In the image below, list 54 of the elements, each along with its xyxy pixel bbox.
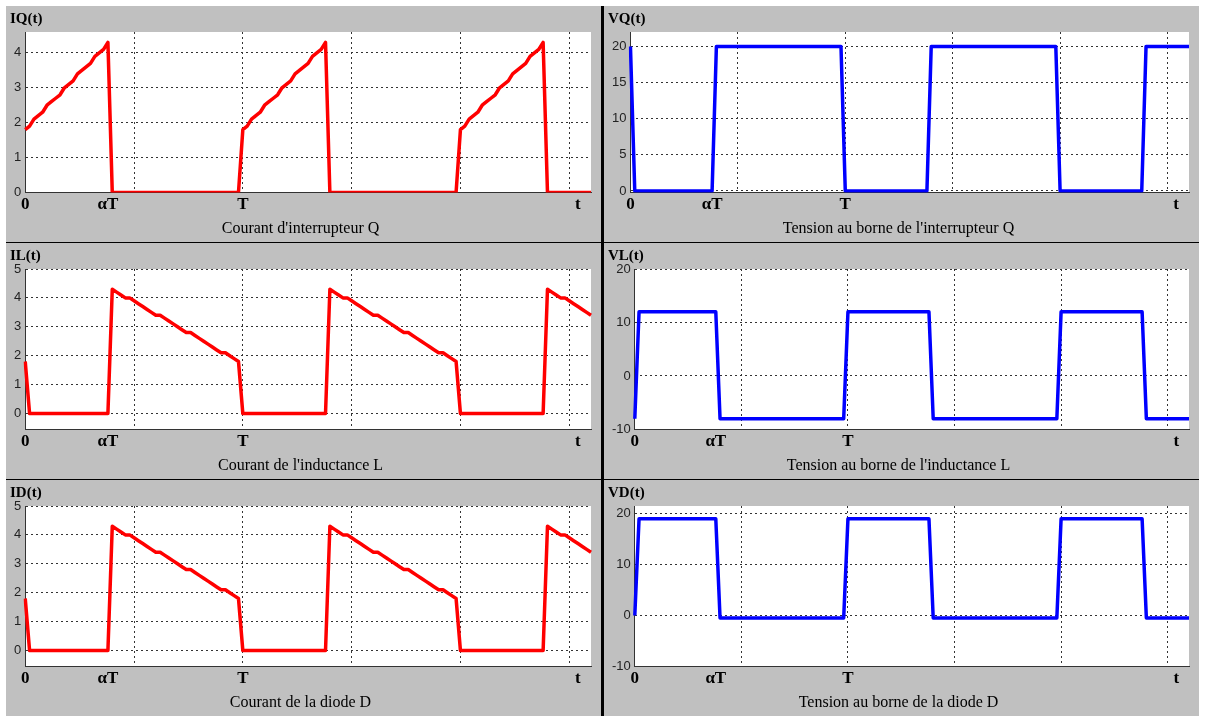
text: Tension au borne de l'inductance L xyxy=(786,455,1011,473)
x-tick-label: αT xyxy=(701,193,724,213)
y-axis-title: VD(t) xyxy=(608,483,645,501)
y-tick-label: 20 xyxy=(611,38,627,54)
y-tick-label: 1 xyxy=(14,613,22,629)
y-tick-label: 1 xyxy=(14,149,22,165)
y-tick-label: 0 xyxy=(619,182,627,198)
text: Courant de la diode D xyxy=(229,692,372,710)
y-tick-label: -10 xyxy=(611,420,631,436)
y-axis-title: VQ(t) xyxy=(608,9,646,27)
y-tick-label: 1 xyxy=(14,376,22,392)
y-tick-label: 4 xyxy=(14,44,22,60)
x-tick-label: αT xyxy=(705,430,727,450)
x-tick-label: t xyxy=(575,667,582,687)
x-tick-label: αT xyxy=(97,667,119,687)
x-tick-label: t xyxy=(575,193,582,213)
y-tick-label: 10 xyxy=(616,314,631,330)
y-tick-label: 10 xyxy=(616,556,631,572)
y-tick-label: 4 xyxy=(14,526,22,542)
x-tick-label: t xyxy=(1173,667,1180,687)
x-tick-label: t xyxy=(1173,193,1180,213)
text: Courant d'interrupteur Q xyxy=(221,218,380,237)
y-tick-label: 0 xyxy=(14,183,22,199)
y-tick-label: 20 xyxy=(616,505,631,521)
x-tick-label: T xyxy=(842,430,855,450)
y-tick-label: 15 xyxy=(611,74,627,90)
x-tick-label: t xyxy=(575,430,582,450)
y-tick-label: 3 xyxy=(14,555,22,571)
y-tick-label: 0 xyxy=(14,405,22,421)
y-tick-label: 0 xyxy=(623,607,631,623)
x-tick-label: T xyxy=(842,667,855,687)
y-tick-label: 3 xyxy=(14,318,22,334)
x-tick-label: T xyxy=(237,193,250,213)
text: Tension au borne de la diode D xyxy=(798,692,999,710)
x-tick-label: t xyxy=(1173,430,1180,450)
y-tick-label: 10 xyxy=(611,110,627,126)
x-tick-label: αT xyxy=(705,667,727,687)
text: Courant de l'inductance L xyxy=(217,455,384,473)
y-tick-label: -10 xyxy=(611,657,631,673)
y-tick-label: 4 xyxy=(14,289,22,305)
x-tick-label: T xyxy=(237,430,250,450)
y-tick-label: 3 xyxy=(14,79,22,95)
text: Tension au borne de l'interrupteur Q xyxy=(782,218,1015,237)
x-tick-label: T xyxy=(839,193,852,213)
x-tick-label: αT xyxy=(97,430,119,450)
y-tick-label: 2 xyxy=(14,584,22,600)
y-tick-label: 2 xyxy=(14,347,22,363)
y-tick-label: 2 xyxy=(14,114,22,130)
x-tick-label: T xyxy=(237,667,250,687)
y-tick-label: 0 xyxy=(623,367,631,383)
y-axis-title: IQ(t) xyxy=(10,9,43,27)
x-tick-label: αT xyxy=(97,193,119,213)
y-tick-label: 5 xyxy=(619,146,627,162)
y-tick-label: 0 xyxy=(14,642,22,658)
